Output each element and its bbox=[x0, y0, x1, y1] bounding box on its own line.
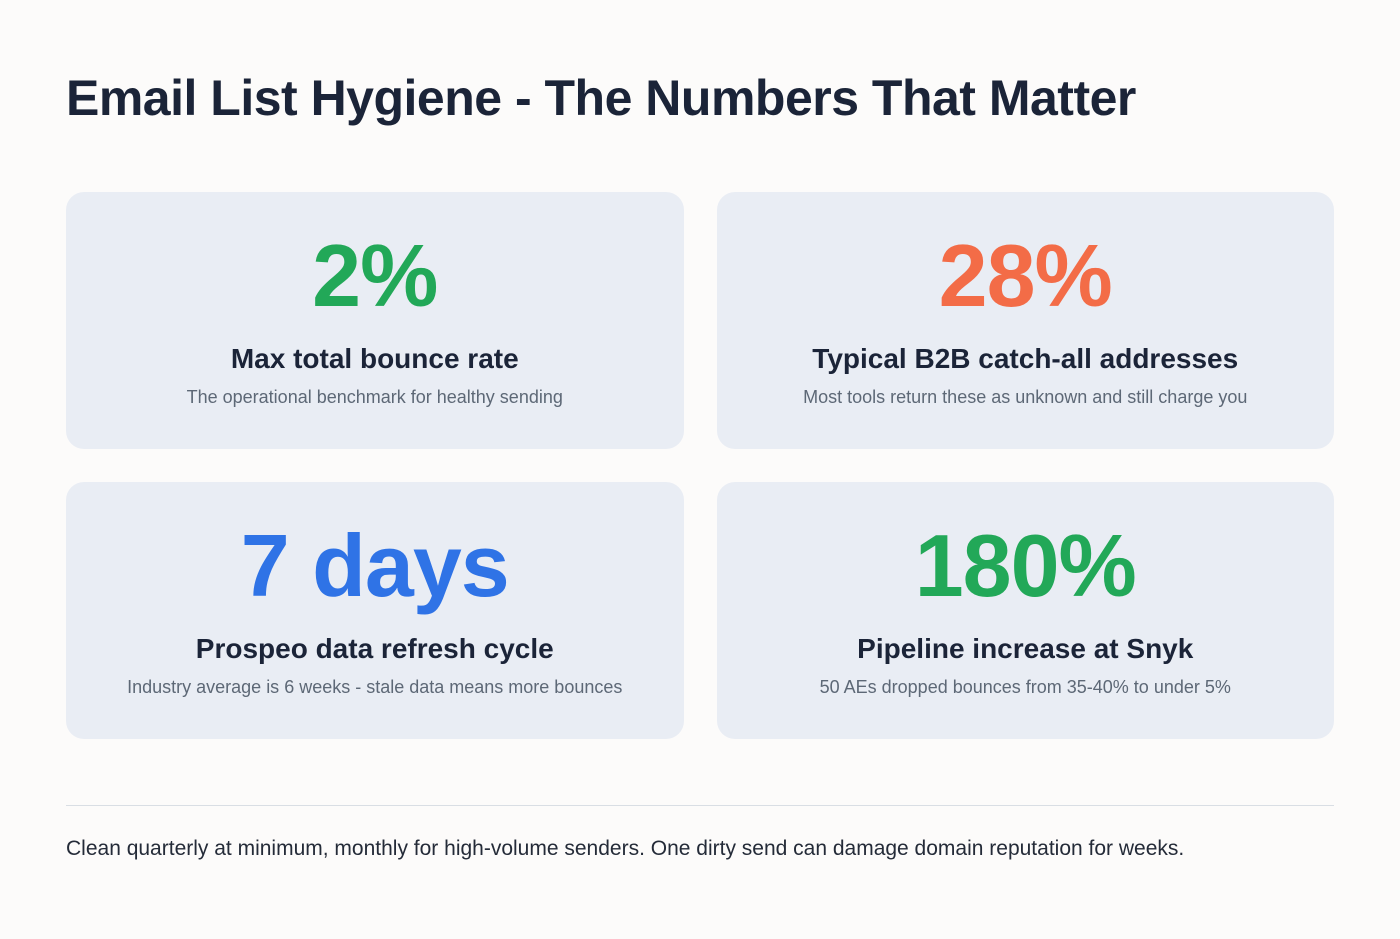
stat-subtitle: Industry average is 6 weeks - stale data… bbox=[127, 676, 623, 697]
stat-value: 2% bbox=[312, 225, 438, 325]
stat-card-pipeline-increase: 180% Pipeline increase at Snyk 50 AEs dr… bbox=[716, 481, 1334, 739]
stat-card-refresh-cycle: 7 days Prospeo data refresh cycle Indust… bbox=[66, 481, 684, 739]
stat-subtitle: 50 AEs dropped bounces from 35-40% to un… bbox=[819, 676, 1231, 697]
horizontal-divider bbox=[66, 804, 1334, 806]
stat-title: Max total bounce rate bbox=[230, 342, 519, 374]
page-title: Email List Hygiene - The Numbers That Ma… bbox=[66, 70, 1136, 126]
footer-note: Clean quarterly at minimum, monthly for … bbox=[66, 836, 1185, 860]
stat-subtitle: The operational benchmark for healthy se… bbox=[186, 386, 563, 407]
stat-value: 28% bbox=[938, 225, 1113, 325]
stat-value: 7 days bbox=[240, 515, 510, 615]
stat-card-grid: 2% Max total bounce rate The operational… bbox=[66, 191, 1334, 739]
stat-card-bounce-rate: 2% Max total bounce rate The operational… bbox=[66, 191, 684, 449]
stat-title: Prospeo data refresh cycle bbox=[195, 632, 554, 664]
stat-title: Typical B2B catch-all addresses bbox=[812, 342, 1239, 374]
stat-value: 180% bbox=[914, 515, 1137, 615]
stat-subtitle: Most tools return these as unknown and s… bbox=[803, 386, 1248, 407]
stat-card-catch-all: 28% Typical B2B catch-all addresses Most… bbox=[716, 191, 1334, 449]
stat-title: Pipeline increase at Snyk bbox=[857, 632, 1194, 664]
infographic-page: Email List Hygiene - The Numbers That Ma… bbox=[66, 70, 1334, 860]
